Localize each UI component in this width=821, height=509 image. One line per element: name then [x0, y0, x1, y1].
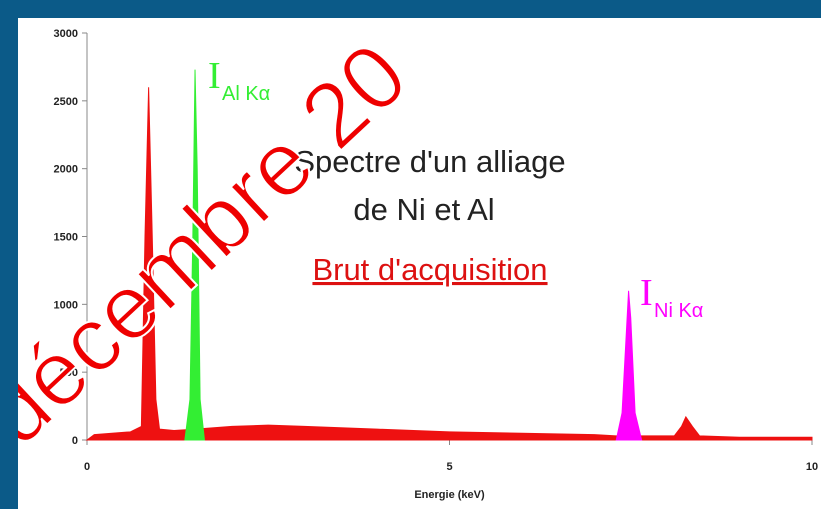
x-tick-label: 10 [806, 461, 818, 473]
y-tick-label: 3000 [54, 28, 78, 40]
y-tick-label: 0 [72, 435, 78, 447]
title-line: Spectre d'un alliage [294, 144, 565, 179]
spectrum-area [85, 87, 813, 441]
y-tick-label: 1500 [54, 232, 78, 244]
y-tick-label: 2500 [54, 96, 78, 108]
y-tick-label: 500 [60, 367, 78, 379]
subtitle: Brut d'acquisition [312, 252, 547, 287]
x-tick-label: 5 [446, 461, 452, 473]
peak-label-sub: Ni Kα [654, 300, 703, 322]
x-axis-label: Energie (keV) [414, 489, 485, 501]
x-tick-label: 0 [84, 461, 90, 473]
peak-label-main: I [640, 272, 653, 314]
y-tick-label: 2000 [54, 164, 78, 176]
peak-label-sub: Al Kα [222, 83, 270, 105]
y-tick-label: 1000 [54, 299, 78, 311]
plot: 0 500 1000 1500 2000 2500 3000 0 5 10 Energie (keV… [54, 28, 819, 501]
spectrum-area [615, 290, 643, 441]
spectrum-area [184, 69, 206, 441]
title-line: de Ni et Al [353, 192, 494, 227]
peak-label-main: I [208, 55, 221, 97]
